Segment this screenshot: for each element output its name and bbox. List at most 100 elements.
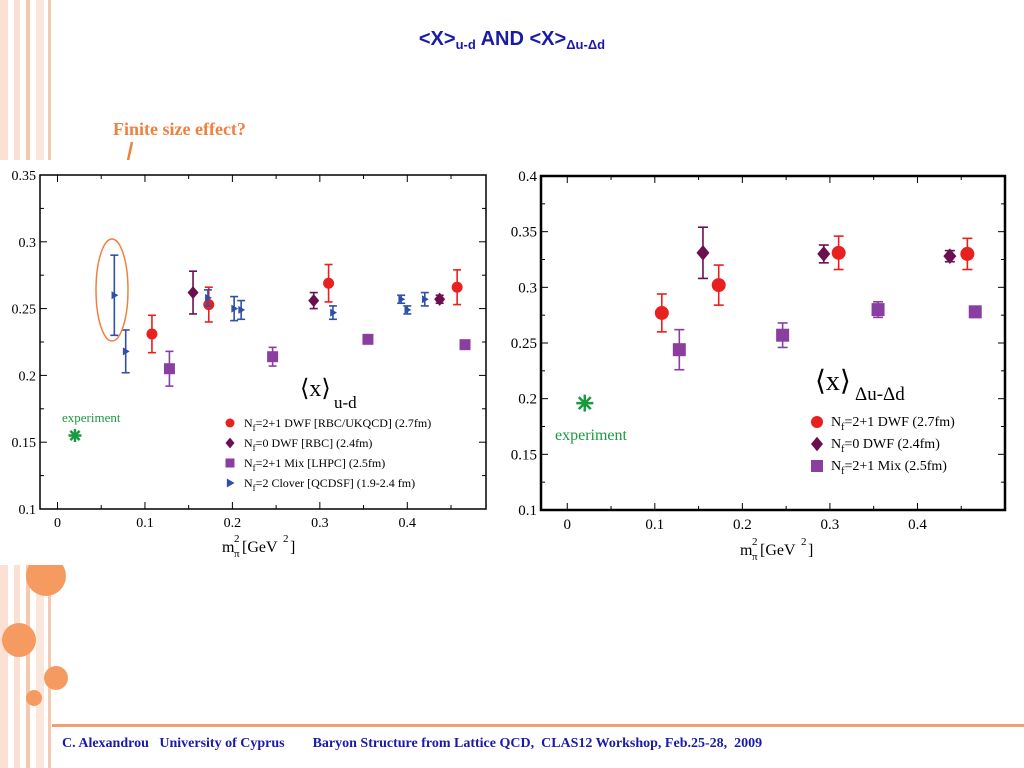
finite-size-annotation: Finite size effect? bbox=[113, 119, 246, 139]
data-point-circle bbox=[146, 328, 158, 340]
decor-circle bbox=[2, 623, 36, 657]
legend-marker-circle bbox=[811, 416, 823, 428]
x-tick-label: 0.3 bbox=[311, 516, 329, 531]
title-x2: <X> bbox=[529, 28, 567, 50]
legend-sub: f bbox=[253, 463, 256, 473]
decor-circle bbox=[26, 690, 42, 706]
data-point-triangle bbox=[330, 308, 337, 317]
data-point-triangle bbox=[205, 293, 212, 302]
data-point-triangle bbox=[111, 291, 119, 300]
data-point-square bbox=[776, 328, 790, 342]
legend-marker-diamond bbox=[225, 437, 235, 449]
legend-pre: N bbox=[244, 456, 253, 470]
data-point-triangle bbox=[398, 295, 406, 304]
xlabel-sup: 2 bbox=[234, 533, 240, 545]
xlabel-unit: [GeV bbox=[760, 542, 796, 559]
inset-label: ⟨x⟩ u-d bbox=[300, 376, 357, 412]
y-tick-label: 0.1 bbox=[19, 503, 37, 518]
title-and: AND bbox=[475, 28, 530, 50]
legend-pre: N bbox=[831, 437, 841, 452]
data-point-diamond bbox=[187, 285, 199, 300]
x-axis-label: m 2 π [GeV 2 ] bbox=[740, 536, 813, 563]
x-tick-label: 0.1 bbox=[136, 516, 154, 531]
xlabel-unit-sup: 2 bbox=[801, 536, 807, 548]
legend: Nf=2+1 DWF (2.7fm) Nf=0 DWF (2.4fm) Nf=2+1… bbox=[811, 415, 955, 477]
legend-text: =2 Clover [QCDSF] (1.9-2.4 fm) bbox=[256, 476, 415, 490]
data-point-square bbox=[163, 363, 175, 375]
xlabel-sub: π bbox=[752, 551, 758, 563]
inset-label-main: ⟨x⟩ bbox=[815, 366, 851, 397]
data-point-diamond bbox=[943, 248, 957, 264]
xlabel-unit-sup: 2 bbox=[283, 533, 289, 545]
legend-entry: Nf=2+1 Mix (2.5fm) bbox=[831, 459, 947, 477]
legend-pre: N bbox=[244, 476, 253, 490]
legend-text: =2+1 Mix [LHPC] (2.5fm) bbox=[256, 456, 386, 470]
y-tick-label: 0.15 bbox=[511, 447, 537, 463]
chart-x-ud: 0.1 0.15 0.2 0.25 0.3 0.35 0 0.1 0.2 0.3 0.4 exper… bbox=[0, 160, 498, 565]
title-sub1: u-d bbox=[455, 37, 476, 52]
y-tick-label: 0.3 bbox=[19, 236, 37, 251]
legend-entry: Nf=2+1 Mix [LHPC] (2.5fm) bbox=[244, 456, 385, 473]
data-point-circle bbox=[960, 246, 975, 261]
legend-text: =2+1 DWF (2.7fm) bbox=[844, 415, 955, 430]
x-tick-label: 0.4 bbox=[908, 517, 927, 533]
finite-size-ellipse bbox=[95, 238, 129, 342]
x-tick-label: 0.3 bbox=[821, 517, 840, 533]
xlabel-close: ] bbox=[808, 542, 813, 559]
x-axis-label: m 2 π [GeV 2 ] bbox=[222, 533, 295, 560]
y-tick-label: 0.1 bbox=[518, 503, 537, 519]
data-point-square bbox=[871, 303, 885, 317]
x-tick-label: 0.1 bbox=[645, 517, 664, 533]
data-point-circle bbox=[203, 299, 215, 311]
decor-circle bbox=[44, 666, 68, 690]
data-point-triangle bbox=[421, 295, 429, 304]
experiment-label: experiment bbox=[555, 427, 628, 444]
data-point-square bbox=[672, 343, 686, 357]
legend-text: =0 DWF (2.4fm) bbox=[844, 437, 940, 452]
footer-author: C. Alexandrou University of Cyprus bbox=[62, 736, 285, 751]
legend-entry: Nf=2+1 DWF (2.7fm) bbox=[831, 415, 955, 433]
inset-label: ⟨x⟩ Δu-Δd bbox=[815, 366, 905, 405]
title-sub2: Δu-Δd bbox=[566, 37, 606, 52]
legend-entry: Nf=0 DWF (2.4fm) bbox=[831, 437, 940, 455]
x-tick-label: 0.4 bbox=[399, 516, 417, 531]
data-point-circle bbox=[654, 305, 669, 320]
y-tick-label: 0.35 bbox=[511, 225, 537, 241]
y-tick-label: 0.4 bbox=[518, 169, 537, 185]
legend-pre: N bbox=[244, 436, 253, 450]
legend-entry: Nf=2 Clover [QCDSF] (1.9-2.4 fm) bbox=[244, 476, 415, 493]
data-point-triangle bbox=[231, 304, 239, 313]
y-tick-label: 0.3 bbox=[518, 280, 537, 296]
data-point-square bbox=[362, 333, 374, 345]
legend-marker-square bbox=[811, 460, 823, 472]
xlabel-main: m bbox=[740, 542, 753, 559]
legend-entry: Nf=2+1 DWF [RBC/UKQCD] (2.7fm) bbox=[244, 416, 431, 433]
experiment-star bbox=[68, 429, 82, 443]
legend-entry: Nf=0 DWF [RBC] (2.4fm) bbox=[244, 436, 372, 453]
legend-marker-square bbox=[225, 458, 235, 468]
data-point-circle bbox=[831, 245, 846, 260]
data-point-triangle bbox=[404, 305, 412, 314]
legend-marker-diamond bbox=[811, 436, 823, 452]
y-tick-label: 0.15 bbox=[12, 436, 37, 451]
legend-pre: N bbox=[831, 459, 841, 474]
data-point-diamond bbox=[308, 293, 320, 308]
data-point-square bbox=[459, 339, 471, 351]
title-x1: <X> bbox=[418, 28, 456, 50]
footer-event: Baryon Structure from Lattice QCD, CLAS1… bbox=[312, 736, 763, 751]
legend-sub: f bbox=[253, 443, 256, 453]
data-point-triangle bbox=[122, 347, 130, 356]
xlabel-main: m bbox=[222, 539, 235, 556]
xlabel-sup: 2 bbox=[752, 536, 758, 548]
data-point-square bbox=[968, 305, 982, 319]
y-tick-label: 0.25 bbox=[511, 336, 537, 352]
data-point-triangle bbox=[238, 305, 246, 314]
legend-sub: f bbox=[253, 483, 256, 493]
footer-divider bbox=[52, 724, 1024, 727]
y-tick-label: 0.2 bbox=[19, 369, 37, 384]
data-point-circle bbox=[323, 277, 335, 289]
footer: C. Alexandrou University of Cyprus Baryo… bbox=[62, 736, 762, 752]
legend-text: =2+1 DWF [RBC/UKQCD] (2.7fm) bbox=[256, 416, 432, 430]
data-point-circle bbox=[451, 281, 463, 293]
x-tick-label: 0.2 bbox=[733, 517, 752, 533]
